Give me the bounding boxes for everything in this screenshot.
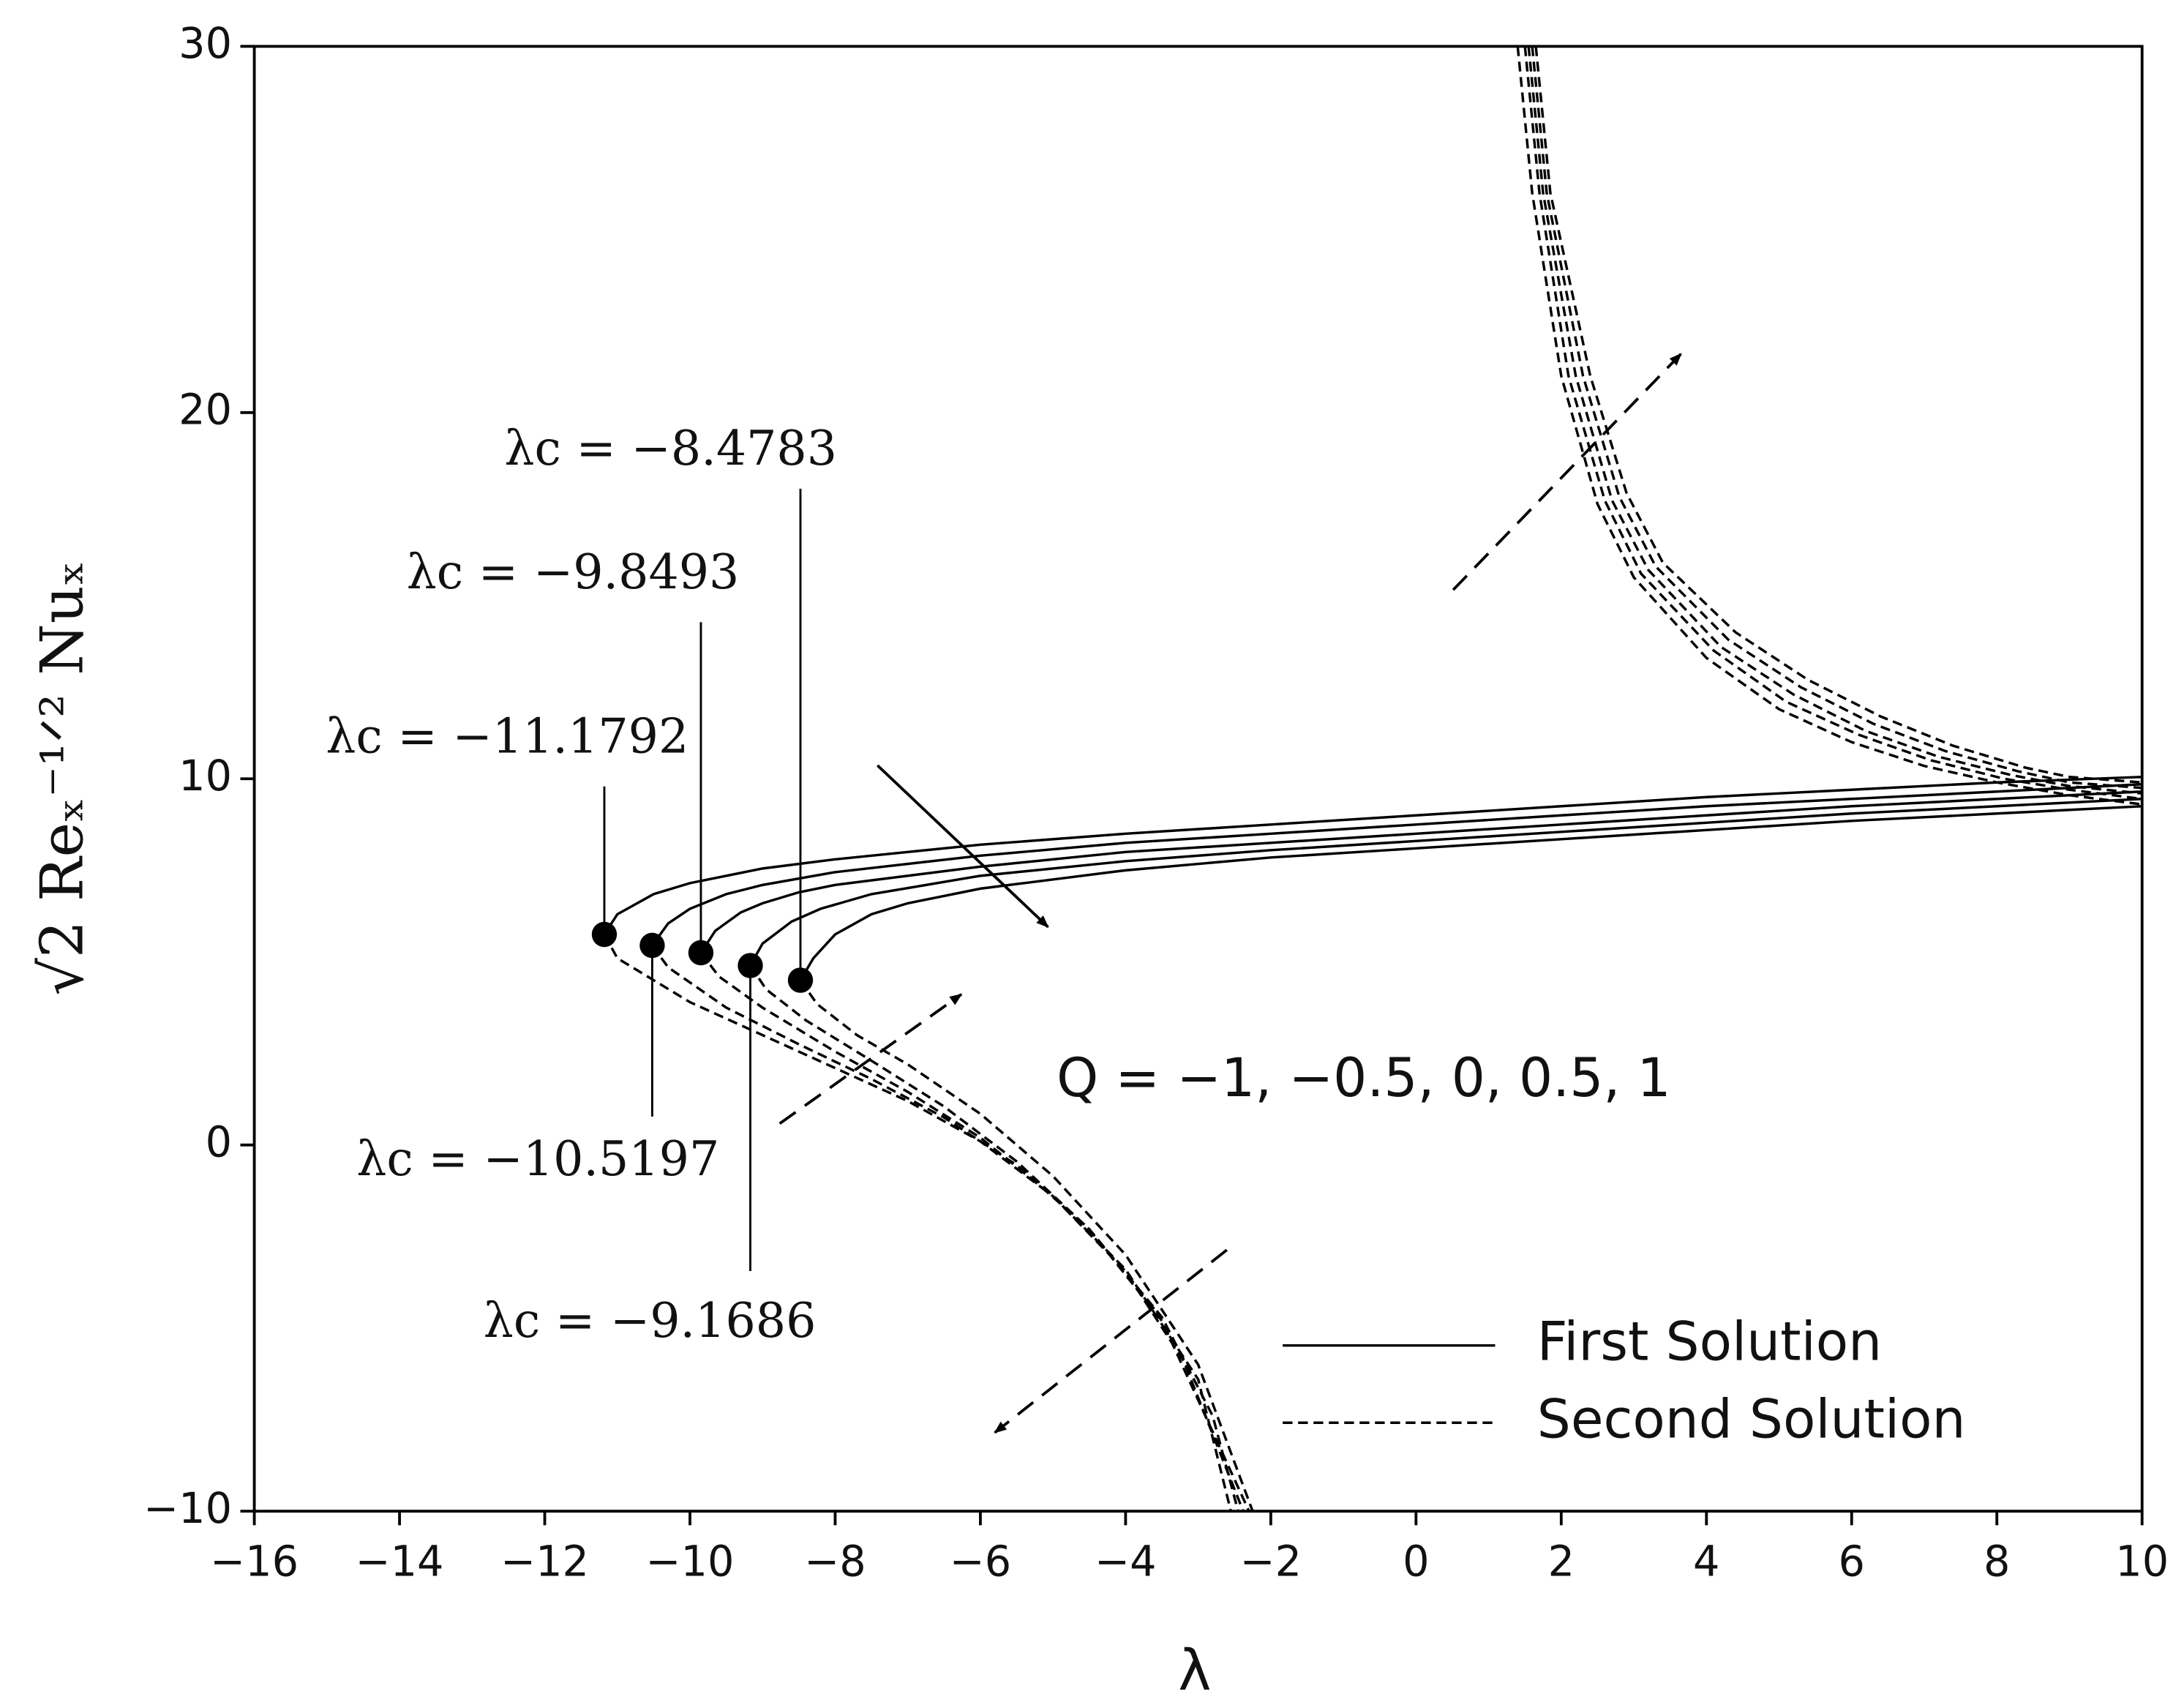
critical-label: λc = −10.5197 — [356, 1132, 719, 1187]
trend-arrow — [1452, 353, 1682, 591]
x-tick-label: −8 — [804, 1537, 866, 1586]
solution-curve — [799, 979, 1254, 1512]
x-tick-label: −4 — [1095, 1537, 1156, 1586]
x-tick-label: 0 — [1403, 1537, 1429, 1586]
x-tick-label: −10 — [646, 1537, 735, 1586]
plot-frame — [252, 45, 2144, 1513]
solution-curve — [799, 805, 2142, 981]
x-tick-label: −6 — [950, 1537, 1011, 1586]
critical-point — [591, 921, 618, 948]
critical-label: λc = −8.4783 — [504, 421, 837, 476]
critical-label: λc = −9.8493 — [407, 545, 740, 600]
x-tick-label: 2 — [1548, 1537, 1575, 1586]
solution-curve — [699, 951, 1245, 1512]
x-tick-label: 10 — [2115, 1537, 2169, 1586]
solution-curve — [1516, 46, 2142, 806]
annotation: Q = −1, −0.5, 0, 0.5, 1 — [1057, 1047, 1671, 1109]
solution-curve — [651, 783, 2142, 946]
x-tick-label: 4 — [1693, 1537, 1719, 1586]
x-tick-label: −16 — [210, 1537, 299, 1586]
solution-curve — [1531, 46, 2142, 790]
critical-point — [738, 953, 763, 978]
critical-point — [688, 940, 714, 966]
critical-label: λc = −11.1792 — [326, 709, 688, 764]
x-tick-label: 6 — [1839, 1537, 1865, 1586]
legend-label: Second Solution — [1537, 1388, 1966, 1450]
solution-curve — [603, 934, 1232, 1512]
solution-curve — [603, 776, 2142, 935]
x-tick-label: −14 — [356, 1537, 444, 1586]
x-tick-label: −12 — [500, 1537, 589, 1586]
solution-curve — [699, 790, 2142, 953]
x-axis-label: λ — [1178, 1638, 1211, 1704]
y-tick-label: 10 — [179, 752, 232, 801]
legend-label: First Solution — [1537, 1311, 1882, 1374]
y-tick-label: 20 — [179, 385, 232, 434]
y-tick-label: 0 — [206, 1117, 232, 1166]
solution-curve — [1527, 46, 2142, 795]
solution-curve — [748, 798, 2142, 967]
critical-point — [639, 932, 665, 959]
trend-arrow — [994, 1248, 1228, 1434]
critical-point — [787, 967, 814, 993]
x-tick-label: −2 — [1240, 1537, 1302, 1586]
solution-curve — [749, 964, 1250, 1512]
solution-curve — [1523, 46, 2142, 801]
y-axis-label: √2 Reₓ⁻¹ᐟ² Nuₓ — [28, 561, 97, 995]
solution-curve — [651, 944, 1239, 1512]
critical-label: λc = −9.1686 — [484, 1294, 817, 1349]
y-tick-label: −10 — [143, 1484, 232, 1533]
y-tick-label: 30 — [179, 19, 232, 68]
x-tick-label: 8 — [1984, 1537, 2010, 1586]
solution-curve — [1534, 46, 2142, 784]
